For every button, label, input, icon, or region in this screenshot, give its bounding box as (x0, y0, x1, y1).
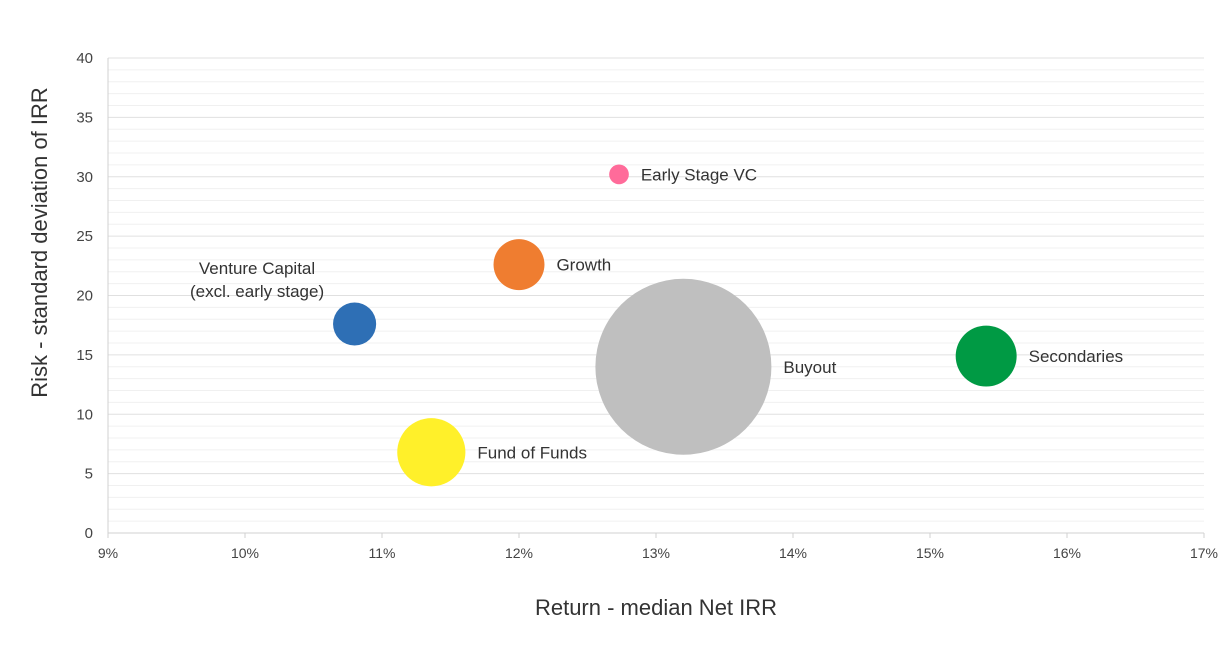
axes: 0 5 10 15 20 25 30 35 40 9% 10% 11% 12% 13% 14% 15% 16% 1… (76, 50, 1218, 561)
y-tick-label: 15 (76, 347, 93, 364)
bubble-label: Early Stage VC (641, 165, 757, 184)
bubble-growth (493, 239, 545, 291)
x-tick-label: 12% (505, 545, 533, 561)
bubble-label: Fund of Funds (477, 443, 587, 462)
y-tick-label: 35 (76, 109, 93, 126)
bubble-label: Venture Capital (excl. early stage) (190, 259, 324, 301)
x-tick-label: 16% (1053, 545, 1081, 561)
bubble-labels: Buyout Fund of Funds Secondaries Growth Vent… (190, 165, 1123, 462)
bubble-buyout (595, 278, 772, 455)
x-axis-title: Return - median Net IRR (535, 595, 777, 620)
x-tick-label: 15% (916, 545, 944, 561)
bubble-label: Growth (556, 256, 611, 275)
x-tick-label: 11% (369, 545, 396, 561)
y-tick-label: 40 (76, 50, 93, 67)
bubble-label: Buyout (783, 358, 836, 377)
y-tick-label: 30 (76, 169, 93, 186)
x-tick-label: 13% (642, 545, 670, 561)
y-tick-label: 0 (85, 525, 93, 542)
y-tick-label: 5 (85, 466, 93, 483)
bubbles (333, 164, 1017, 487)
x-tick-label: 17% (1190, 545, 1218, 561)
bubble-early-stage-vc (609, 164, 629, 185)
y-axis-title: Risk - standard deviation of IRR (27, 87, 52, 398)
x-tick-label: 9% (98, 545, 118, 561)
x-tick-label: 10% (231, 545, 259, 561)
bubble-secondaries (955, 325, 1017, 387)
bubble-label: Secondaries (1029, 347, 1124, 366)
bubble-venture-capital-excl-early-stage (333, 302, 377, 346)
y-tick-label: 25 (76, 228, 93, 245)
bubble-fund-of-funds (397, 418, 466, 487)
y-tick-label: 20 (76, 288, 93, 305)
y-tick-label: 10 (76, 406, 93, 423)
x-tick-label: 14% (779, 545, 807, 561)
